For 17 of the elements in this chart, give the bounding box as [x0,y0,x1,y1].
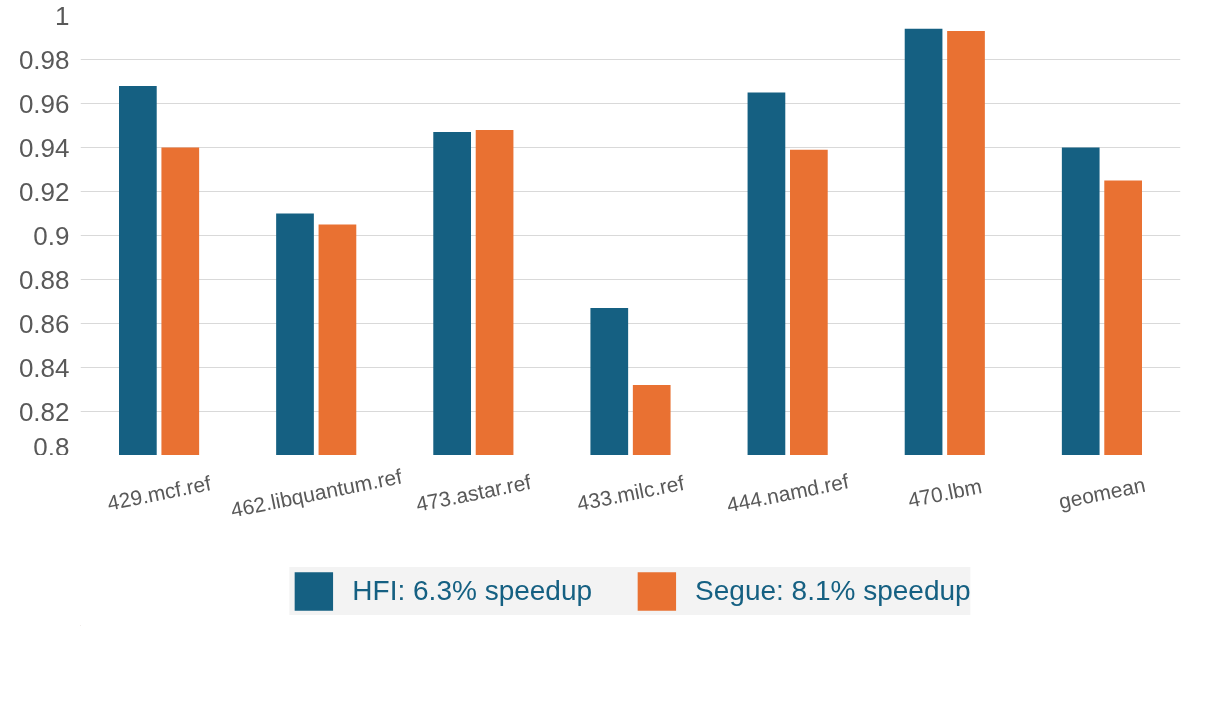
y-tick-label: 0.98 [18,44,70,75]
legend-label: Segue: 8.1% speedup [695,575,971,607]
x-tick-label: 429.mcf.ref [105,471,213,515]
y-tick-label: 0.82 [18,396,70,427]
y-tick-label: 0.96 [18,88,70,119]
y-tick-label: 0.8 [33,431,70,462]
y-tick-label: 0.9 [33,220,70,251]
y-tick-label: 0.94 [18,132,70,163]
y-tick-label: 0.86 [18,308,70,339]
y-tick-label: 0.84 [18,352,70,383]
x-tick-label: 470.lbm [905,474,984,512]
x-tick-label: 433.milc.ref [575,470,687,515]
y-tick-label: 1 [55,0,70,31]
y-tick-label: 0.88 [18,264,70,295]
x-tick-label: geomean [1056,472,1148,513]
legend-label: HFI: 6.3% speedup [352,575,593,607]
y-tick-label: 0.92 [18,176,70,207]
